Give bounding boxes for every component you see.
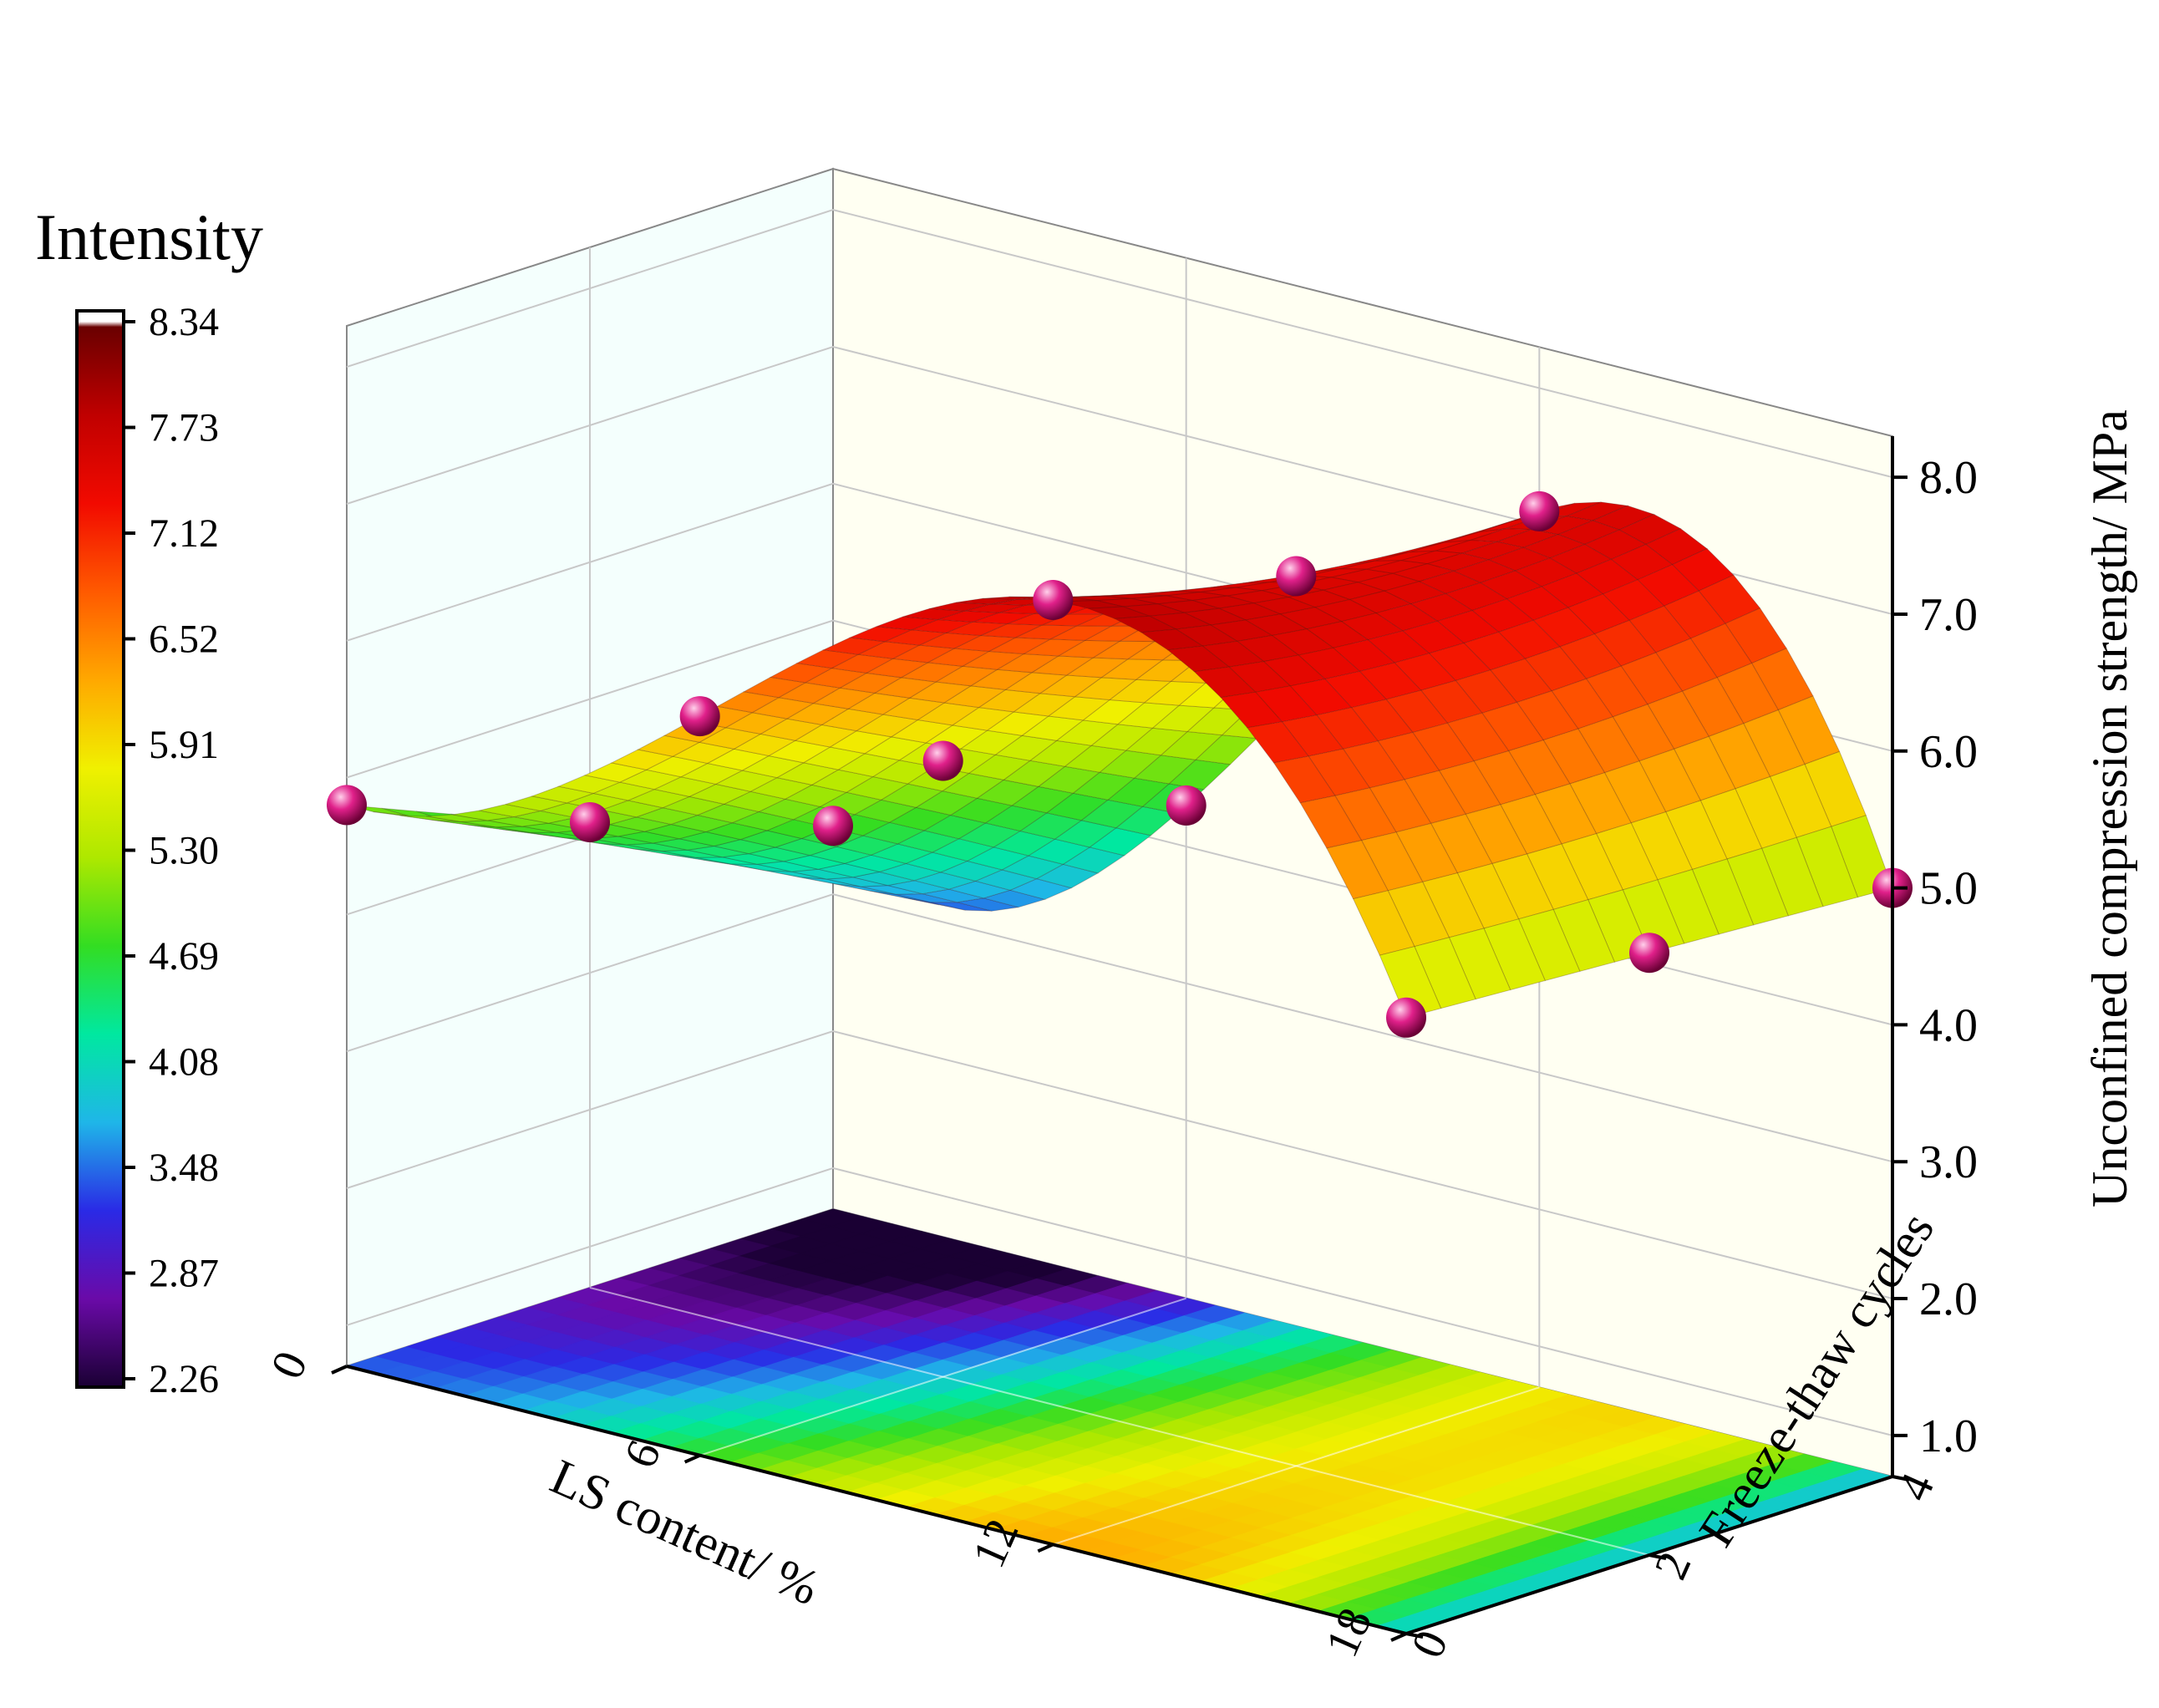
surface-cell <box>1691 858 1755 935</box>
z-tick-label: 6.0 <box>1919 726 1978 778</box>
colorbar-title: Intensity <box>35 201 263 273</box>
z-tick-label: 8.0 <box>1919 452 1978 504</box>
x-tick <box>683 1453 701 1464</box>
z-tick-label: 7.0 <box>1919 589 1978 641</box>
colorbar-tick-label: 7.73 <box>149 406 219 450</box>
colorbar-tick-label: 3.48 <box>149 1146 219 1190</box>
data-point <box>1629 933 1669 973</box>
colorbar-ticks: 8.34 7.73 7.12 6.52 5.91 5.30 4.69 4.08 3.48 2.87… <box>124 300 219 1401</box>
colorbar-tick-label: 5.91 <box>149 723 219 767</box>
data-point <box>1386 997 1426 1038</box>
colorbar-tick-label: 4.08 <box>149 1040 219 1085</box>
colorbar: Intensity 8.34 7.73 7.12 6.52 5.91 5.30 4.69 4.… <box>35 201 263 1401</box>
y-tick-label: 4 <box>1888 1466 1945 1508</box>
x-axis-line <box>346 1365 1407 1635</box>
y-tick-label: 2 <box>1645 1544 1702 1587</box>
surface-cell <box>1760 836 1824 917</box>
data-point <box>1519 491 1560 531</box>
x-tick <box>331 1365 348 1375</box>
data-point <box>1166 785 1206 826</box>
z-tick-label: 5.0 <box>1919 863 1978 915</box>
data-point <box>813 806 853 846</box>
x-tick-label: 0 <box>262 1344 318 1386</box>
colorbar-tick-label: 2.26 <box>149 1357 219 1401</box>
data-point <box>570 802 610 842</box>
surface-cell <box>1657 868 1720 944</box>
colorbar-tick-label: 5.30 <box>149 829 219 873</box>
data-point <box>1276 556 1317 597</box>
data-point <box>327 785 367 826</box>
colorbar-tick-label: 4.69 <box>149 934 219 979</box>
colorbar-gradient <box>75 309 125 1389</box>
colorbar-tick-label: 7.12 <box>149 511 219 556</box>
z-tick-label: 3.0 <box>1919 1136 1978 1188</box>
x-tick <box>1037 1543 1054 1553</box>
response-surface <box>346 501 1893 1019</box>
projection-floor <box>345 1208 1894 1634</box>
y-tick-label: 0 <box>1402 1623 1459 1665</box>
floor-gridline <box>589 1287 1650 1556</box>
z-tick-label: 1.0 <box>1919 1411 1978 1462</box>
z-tick-label: 4.0 <box>1919 999 1978 1051</box>
surface-cell <box>1517 908 1581 982</box>
data-point <box>1033 580 1074 620</box>
surface-cell <box>1552 899 1616 972</box>
y-tick <box>1892 1475 1910 1482</box>
data-point <box>679 696 720 737</box>
z-tick-label: 2.0 <box>1919 1273 1978 1325</box>
surface-cell <box>1379 946 1442 1019</box>
z-axis-title: Unconfined compression strength/ MPa <box>2082 409 2137 1207</box>
colorbar-tick-label: 2.87 <box>149 1252 219 1296</box>
x-tick <box>1390 1632 1407 1642</box>
y-tick <box>1648 1553 1667 1560</box>
y-tick <box>1405 1632 1424 1639</box>
colorbar-tick-label: 8.34 <box>149 300 219 344</box>
data-point <box>922 740 963 781</box>
surface-cell <box>1726 847 1789 926</box>
colorbar-tick-label: 6.52 <box>149 618 219 662</box>
